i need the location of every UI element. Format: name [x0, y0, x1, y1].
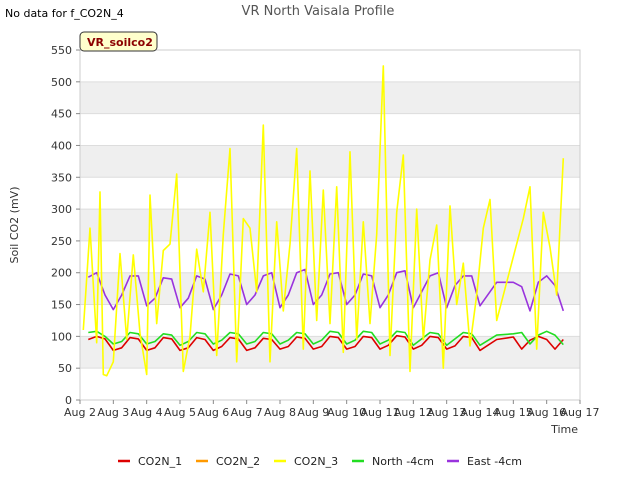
x-axis-ticks: Aug 2 Aug 3 Aug 4 Aug 5 Aug 6 Aug 7 Aug 8 Aug 9…	[64, 400, 599, 419]
legend-label: CO2N_1	[138, 455, 182, 468]
x-tick-label: Aug 10	[327, 406, 366, 419]
legend-label: CO2N_2	[216, 455, 260, 468]
x-tick-label: Aug 17	[561, 406, 600, 419]
x-tick-label: Aug 7	[231, 406, 263, 419]
series-line-co2n-3	[82, 65, 565, 377]
y-tick-label: 500	[51, 76, 72, 89]
x-tick-label: Aug 5	[164, 406, 196, 419]
y-tick-label: 150	[51, 299, 72, 312]
background-band	[80, 336, 580, 369]
x-tick-label: Aug 4	[131, 406, 163, 419]
legend-label: East -4cm	[467, 455, 522, 468]
y-axis-ticks: 0 50 100 150 200 250 300 350 400 450 500 550	[51, 44, 80, 407]
legend: CO2N_1 CO2N_2 CO2N_3 North -4cm East -4cm	[118, 455, 522, 468]
legend-label: CO2N_3	[294, 455, 338, 468]
series-line-co2n-1	[88, 334, 564, 352]
x-tick-label: Aug 3	[97, 406, 129, 419]
x-tick-label: Aug 6	[197, 406, 229, 419]
y-tick-label: 0	[65, 394, 72, 407]
y-tick-label: 450	[51, 108, 72, 121]
x-axis-label: Time	[550, 423, 578, 436]
site-badge-label: VR_soilco2	[87, 36, 153, 49]
x-tick-label: Aug 15	[494, 406, 533, 419]
chart-title: VR North Vaisala Profile	[242, 4, 395, 19]
site-badge-box	[79, 31, 158, 52]
series-lines	[82, 65, 565, 377]
background-band	[80, 81, 580, 114]
y-tick-label: 250	[51, 235, 72, 248]
y-tick-label: 100	[51, 330, 72, 343]
site-badge: VR_soilco2	[79, 31, 158, 52]
x-tick-label: Aug 8	[264, 406, 296, 419]
y-tick-label: 400	[51, 139, 72, 152]
plot-area-frame	[79, 49, 581, 401]
y-tick-label: 50	[58, 362, 72, 375]
background-band	[80, 209, 580, 241]
y-tick-label: 350	[51, 171, 72, 184]
background-bands	[80, 81, 580, 369]
x-tick-label: Aug 16	[527, 406, 566, 419]
x-tick-label: Aug 14	[461, 406, 500, 419]
x-tick-label: Aug 13	[427, 406, 466, 419]
x-tick-label: Aug 11	[361, 406, 400, 419]
y-axis-label: Soil CO2 (mV)	[8, 187, 21, 264]
background-band	[80, 145, 580, 178]
legend-label: North -4cm	[372, 455, 434, 468]
x-tick-label: Aug 9	[297, 406, 329, 419]
y-tick-label: 300	[51, 203, 72, 216]
series-line-north-4cm	[88, 330, 564, 347]
y-tick-label: 550	[51, 44, 72, 57]
no-data-note: No data for f_CO2N_4	[5, 7, 124, 20]
y-tick-label: 200	[51, 267, 72, 280]
x-tick-label: Aug 12	[394, 406, 433, 419]
x-tick-label: Aug 2	[64, 406, 96, 419]
